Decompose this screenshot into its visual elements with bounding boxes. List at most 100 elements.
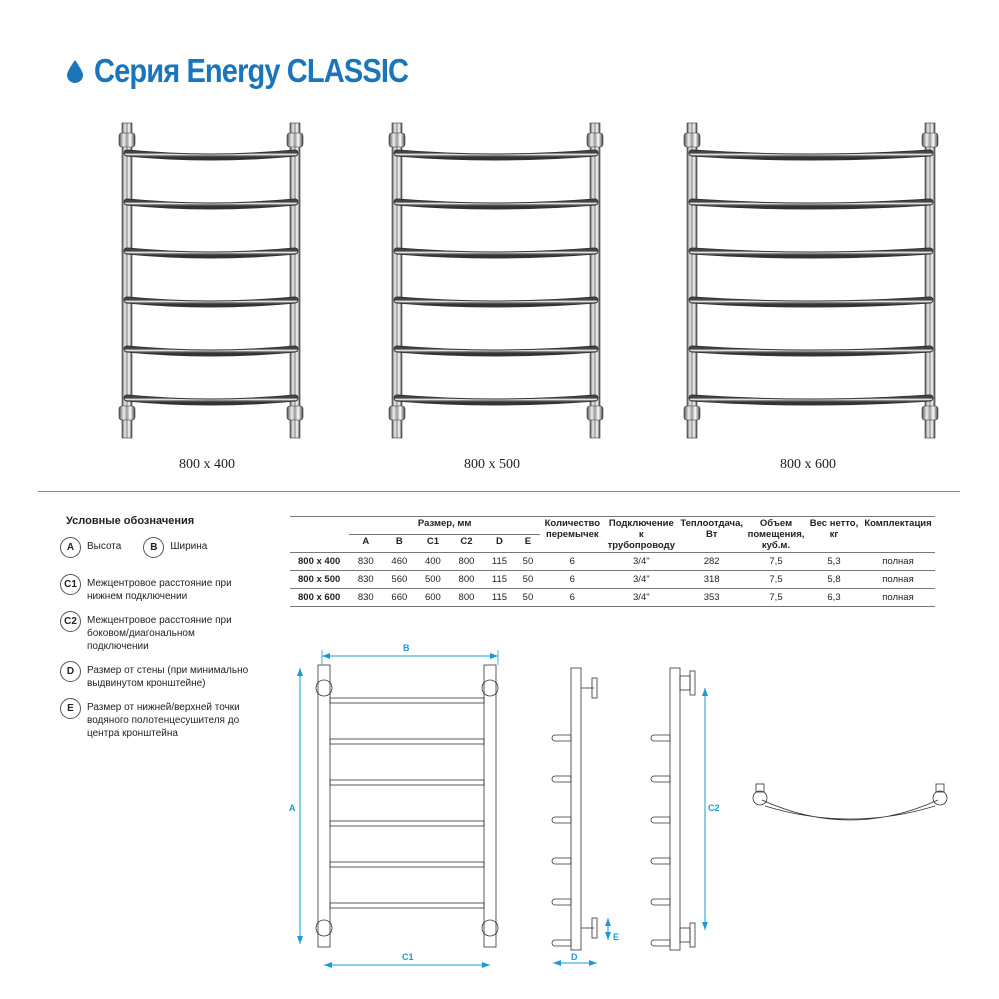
table-row: 800 x 400 830 460 400 800 115 50 6 3/4" 282 7,5 5,3… bbox=[290, 552, 935, 571]
crossbar bbox=[689, 346, 933, 356]
arrowhead bbox=[605, 918, 611, 926]
product-label: 800 x 500 bbox=[464, 457, 520, 472]
col-header: E bbox=[524, 536, 532, 547]
crossbar bbox=[689, 248, 933, 258]
legend-key: E bbox=[60, 698, 81, 719]
dim-label-b: B bbox=[403, 643, 410, 653]
side-pipe bbox=[570, 667, 582, 951]
col-header: A bbox=[362, 536, 370, 547]
vertical-pipe bbox=[589, 122, 601, 439]
wall-bracket bbox=[921, 405, 939, 421]
legend-text: Ширина bbox=[170, 541, 208, 552]
crossbar bbox=[124, 395, 298, 405]
crossbar-outline bbox=[329, 902, 485, 909]
legend-title: Условные обозначения bbox=[66, 515, 195, 527]
cell-volume: 7,5 bbox=[745, 552, 807, 571]
crossbar-outline bbox=[329, 861, 485, 868]
product-image-800x500 bbox=[388, 122, 604, 439]
legend-key: C2 bbox=[60, 611, 81, 632]
col-header: Подключение к трубопроводу bbox=[604, 516, 679, 553]
wall-bracket bbox=[586, 405, 604, 421]
cell-conn: 3/4" bbox=[604, 588, 679, 607]
arrowhead bbox=[605, 932, 611, 940]
crossbar bbox=[689, 395, 933, 405]
cell-c2: 800 bbox=[449, 570, 484, 589]
legend-text: Высота bbox=[87, 541, 122, 552]
cell-conn: 3/4" bbox=[604, 570, 679, 589]
size-group-header: Размер, мм bbox=[349, 516, 541, 535]
arrowhead bbox=[297, 936, 303, 944]
spec-table: Размер, мм Количество перемычек Подключе… bbox=[290, 516, 935, 607]
cell-weight: 5,3 bbox=[807, 552, 861, 571]
divider bbox=[38, 491, 960, 492]
vertical-pipe bbox=[121, 122, 133, 439]
arrowhead bbox=[490, 653, 498, 659]
col-header: Вес нетто, кг bbox=[807, 516, 861, 553]
crossbar bbox=[124, 297, 298, 307]
cell-a: 830 bbox=[349, 552, 383, 571]
crossbar bbox=[394, 248, 598, 258]
cell-bars: 6 bbox=[540, 588, 605, 607]
wall-bracket bbox=[683, 132, 701, 148]
crossbar bbox=[124, 248, 298, 258]
pipe-outline bbox=[483, 664, 497, 948]
cell-e: 50 bbox=[515, 570, 541, 589]
cell-kit: полная bbox=[861, 588, 935, 607]
crossbar bbox=[124, 346, 298, 356]
wall-bracket bbox=[118, 132, 136, 148]
wall-bracket bbox=[286, 132, 304, 148]
water-drop-icon bbox=[67, 60, 83, 83]
pipe-outline bbox=[317, 664, 331, 948]
cell-e: 50 bbox=[515, 588, 541, 607]
cell-bars: 6 bbox=[540, 552, 605, 571]
arrowhead bbox=[324, 962, 332, 968]
top-view-bar bbox=[761, 799, 939, 821]
wall-bracket bbox=[286, 405, 304, 421]
arrowhead bbox=[702, 688, 708, 696]
cell-d: 115 bbox=[483, 552, 516, 571]
arrowhead bbox=[553, 960, 561, 966]
cell-e: 50 bbox=[515, 552, 541, 571]
col-header: Количество перемычек bbox=[540, 516, 605, 553]
cell-kit: полная bbox=[861, 570, 935, 589]
dim-label-c1: C1 bbox=[402, 952, 414, 962]
cell-b: 560 bbox=[382, 570, 417, 589]
crossbar bbox=[394, 297, 598, 307]
model-cell: 800 x 500 bbox=[290, 570, 349, 589]
crossbar bbox=[394, 199, 598, 209]
col-header: Комплектация bbox=[861, 516, 935, 553]
table-row: 800 x 600 830 660 600 800 115 50 6 3/4" 353 7,5 6,3… bbox=[290, 588, 935, 607]
legend-key: A bbox=[60, 537, 81, 558]
legend-text: Межцентровое расстояние при боковом/диаг… bbox=[87, 615, 232, 652]
crossbar bbox=[394, 346, 598, 356]
cell-c1: 600 bbox=[416, 588, 450, 607]
crossbar bbox=[124, 150, 298, 160]
series-title: Серия Energy CLASSIC bbox=[94, 52, 409, 89]
cell-heat: 282 bbox=[678, 552, 745, 571]
col-header: C1 bbox=[426, 536, 439, 547]
crossbar-outline bbox=[329, 697, 485, 704]
cell-a: 830 bbox=[349, 588, 383, 607]
crossbar-outline bbox=[329, 738, 485, 745]
arrowhead bbox=[702, 922, 708, 930]
legend-text: Размер от нижней/верхней точки водяного … bbox=[87, 702, 240, 739]
cell-a: 830 bbox=[349, 570, 383, 589]
wall-bracket bbox=[586, 132, 604, 148]
legend-text: Размер от стены (при минимально выдвинут… bbox=[87, 665, 249, 689]
product-image-800x400 bbox=[118, 122, 304, 439]
crossbar bbox=[689, 150, 933, 160]
wall-bracket bbox=[388, 132, 406, 148]
cell-weight: 5,8 bbox=[807, 570, 861, 589]
model-cell: 800 x 400 bbox=[290, 552, 349, 571]
cell-b: 660 bbox=[382, 588, 417, 607]
crossbar-outline bbox=[329, 779, 485, 786]
cell-volume: 7,5 bbox=[745, 570, 807, 589]
cell-volume: 7,5 bbox=[745, 588, 807, 607]
dim-label-e: E bbox=[613, 932, 620, 942]
vertical-pipe bbox=[391, 122, 403, 439]
cell-kit: полная bbox=[861, 552, 935, 571]
wall-bracket bbox=[921, 132, 939, 148]
col-header: Теплоотдача, Вт bbox=[678, 516, 745, 553]
legend: Условные обозначения A Высота B Ширина C1 М… bbox=[60, 515, 267, 748]
